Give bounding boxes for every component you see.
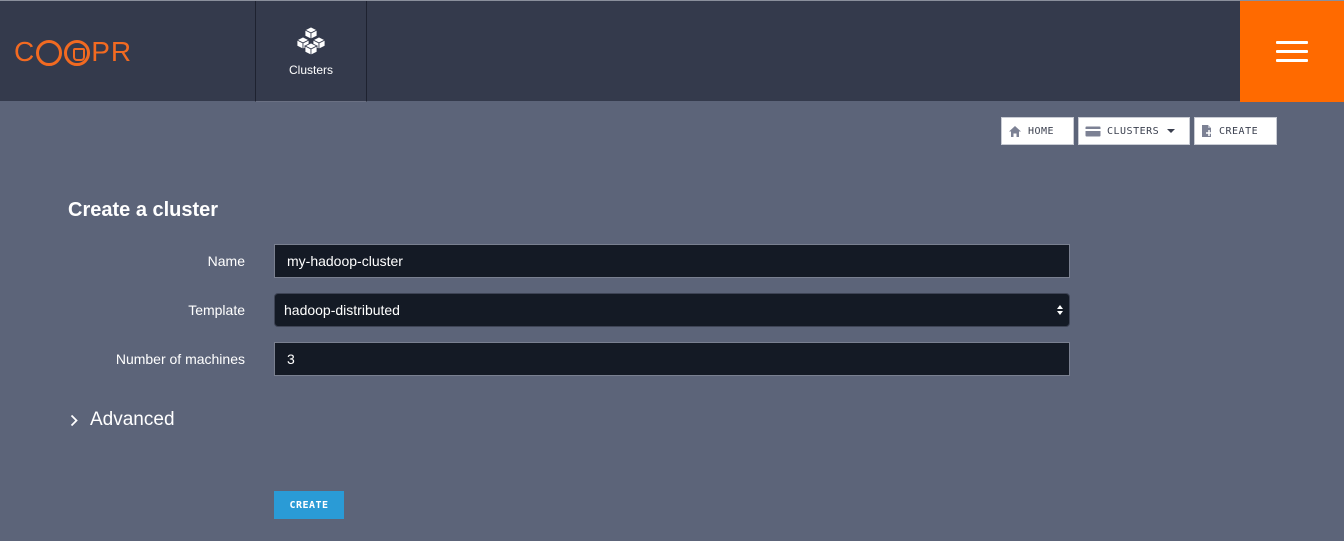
card-icon bbox=[1085, 126, 1101, 136]
breadcrumb-home[interactable]: HOME bbox=[1001, 117, 1074, 145]
machines-label: Number of machines bbox=[115, 351, 245, 367]
page-title: Create a cluster bbox=[68, 199, 219, 221]
name-input[interactable]: my-hadoop-cluster bbox=[274, 244, 1070, 278]
hamburger-icon bbox=[1276, 41, 1308, 44]
advanced-label: Advanced bbox=[90, 409, 175, 430]
create-button[interactable]: CREATE bbox=[274, 491, 344, 519]
advanced-toggle[interactable]: Advanced bbox=[70, 409, 175, 431]
chevron-down-icon bbox=[1167, 129, 1176, 133]
nav-tab-label: Clusters bbox=[288, 63, 333, 77]
logo-ring-hand bbox=[64, 40, 91, 66]
home-icon bbox=[1009, 125, 1021, 137]
menu-button[interactable] bbox=[1240, 1, 1344, 102]
template-label: Template bbox=[188, 302, 245, 318]
template-select[interactable]: hadoop-distributed bbox=[274, 293, 1070, 327]
coopr-logo[interactable]: C PR bbox=[14, 36, 133, 67]
machines-input[interactable]: 3 bbox=[274, 342, 1070, 376]
top-navbar: C PR Clusters bbox=[0, 0, 1344, 102]
template-selected-value: hadoop-distributed bbox=[284, 302, 400, 318]
logo-ring-o bbox=[36, 40, 63, 66]
breadcrumb: HOME CLUSTERS CREATE bbox=[1001, 117, 1277, 145]
cubes-icon bbox=[296, 27, 326, 55]
new-document-icon bbox=[1202, 125, 1212, 137]
select-arrows-icon bbox=[1057, 305, 1063, 315]
breadcrumb-clusters[interactable]: CLUSTERS bbox=[1078, 117, 1190, 145]
breadcrumb-create[interactable]: CREATE bbox=[1194, 117, 1277, 145]
chevron-right-icon bbox=[70, 414, 78, 426]
nav-tab-clusters[interactable]: Clusters bbox=[255, 1, 367, 102]
name-label: Name bbox=[207, 253, 245, 269]
